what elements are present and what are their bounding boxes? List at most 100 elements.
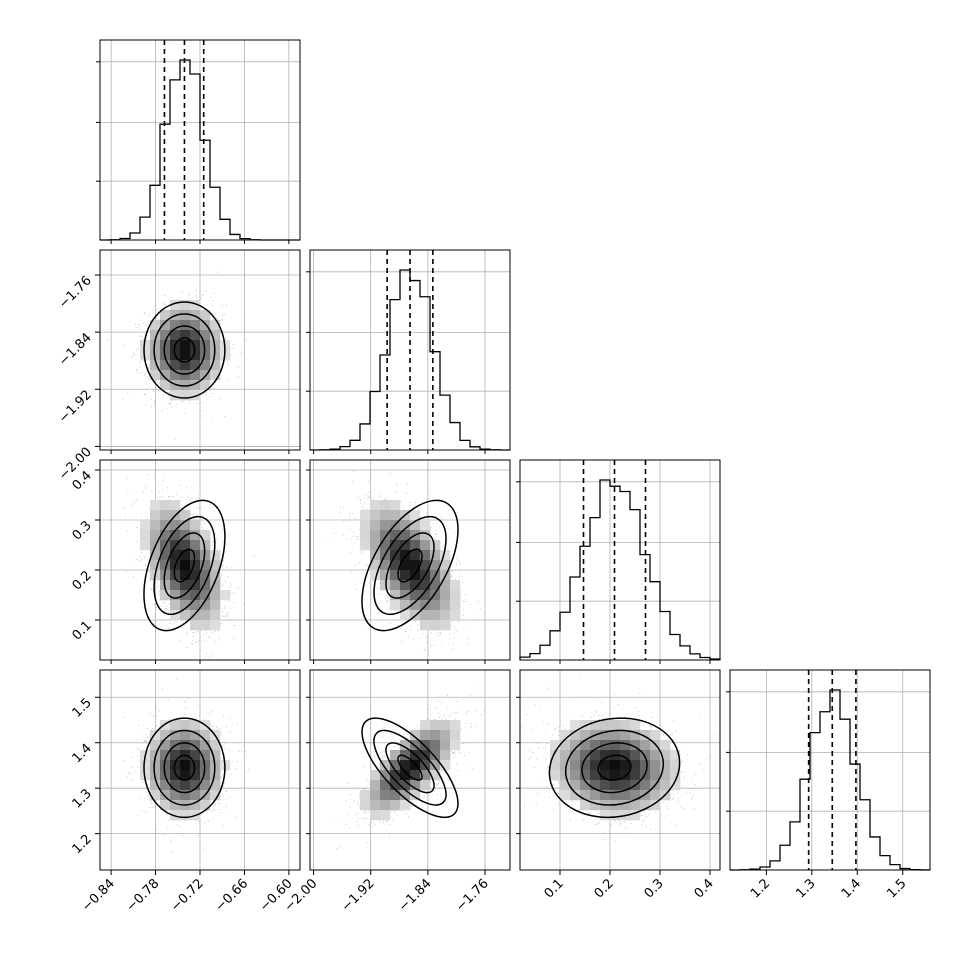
density-cell <box>180 580 191 591</box>
density-cell <box>430 750 441 761</box>
density-cell <box>620 760 631 771</box>
density-cell <box>200 610 211 621</box>
density-cell <box>190 780 201 791</box>
density-cell <box>400 580 411 591</box>
density-cell <box>410 790 421 801</box>
density-cell <box>600 730 611 741</box>
panel-content <box>520 670 720 870</box>
density-cell <box>140 760 151 771</box>
density-cell <box>440 600 451 611</box>
density-cell <box>150 530 161 541</box>
density-cell <box>570 770 581 781</box>
density-cell <box>200 340 211 351</box>
density-cell <box>610 810 621 821</box>
density-cell <box>390 580 401 591</box>
density-cell <box>400 530 411 541</box>
density-cell <box>170 600 181 611</box>
density-cell <box>370 770 381 781</box>
density-cell <box>630 760 641 771</box>
density-cell <box>190 360 201 371</box>
density-cell <box>370 810 381 821</box>
density-cell <box>430 560 441 571</box>
density-cell <box>190 310 201 321</box>
density-cell <box>450 720 461 731</box>
density-cell <box>650 750 661 761</box>
density-cell <box>450 580 461 591</box>
density-cell <box>180 520 191 531</box>
contour-level <box>153 729 216 806</box>
density-cell <box>590 770 601 781</box>
density-cell <box>380 540 391 551</box>
density-cell <box>180 790 191 801</box>
density-cell <box>200 560 211 571</box>
contour-level <box>163 532 206 599</box>
density-cell <box>400 560 411 571</box>
density-cell <box>420 540 431 551</box>
density-cell <box>640 760 651 771</box>
density-cell <box>370 790 381 801</box>
density-cell <box>170 500 181 511</box>
density-panel-1-2 <box>309 459 511 661</box>
density-cell <box>400 610 411 621</box>
density-cell <box>160 530 171 541</box>
x-tick-label: 0.3 <box>642 876 667 901</box>
density-cell <box>420 580 431 591</box>
density-cell <box>670 750 681 761</box>
x-tick-label: 0.4 <box>692 876 717 901</box>
density-cell <box>190 750 201 761</box>
density-cell <box>560 790 571 801</box>
density-cell <box>410 770 421 781</box>
density-cell <box>410 780 421 791</box>
density-cell <box>180 550 191 561</box>
density-cell <box>390 750 401 761</box>
density-cell <box>410 520 421 531</box>
y-tick-label: 1.3 <box>70 786 95 811</box>
density-cell <box>160 500 171 511</box>
density-cell <box>390 500 401 511</box>
x-tick-label: 1.4 <box>839 876 864 901</box>
density-cell <box>670 760 681 771</box>
density-cell <box>160 360 171 371</box>
contour-level <box>143 717 226 819</box>
density-cell <box>390 530 401 541</box>
density-cell <box>160 800 171 811</box>
y-tick-label: 1.2 <box>70 832 95 857</box>
density-cell <box>180 370 191 381</box>
contour-level <box>385 532 435 599</box>
density-cell <box>360 540 371 551</box>
density-cell <box>550 740 561 751</box>
density-cell <box>190 790 201 801</box>
density-cell <box>580 800 591 811</box>
x-tick-label: −1.92 <box>339 876 378 915</box>
density-cell <box>210 770 221 781</box>
density-cell <box>640 740 651 751</box>
contour-level <box>153 515 216 616</box>
density-cell <box>180 740 191 751</box>
density-cell <box>440 610 451 621</box>
density-cell <box>440 740 451 751</box>
y-tick-label: 1.4 <box>70 741 95 766</box>
density-cell <box>180 770 191 781</box>
density-cell <box>550 750 561 761</box>
contour-level <box>597 754 632 781</box>
density-cell <box>420 620 431 631</box>
density-cell <box>160 320 171 331</box>
density-cell <box>600 790 611 801</box>
density-cell <box>430 620 441 631</box>
contour-level <box>143 301 226 399</box>
contour-level <box>548 717 681 819</box>
density-cell <box>420 720 431 731</box>
density-cell <box>190 580 201 591</box>
density-cell <box>160 760 171 771</box>
density-cell <box>160 730 171 741</box>
density-cell <box>390 540 401 551</box>
density-cell <box>440 560 451 571</box>
density-cell <box>190 300 201 311</box>
y-tick-label: −1.84 <box>56 330 95 369</box>
density-cell <box>390 800 401 811</box>
density-cell <box>620 800 631 811</box>
density-cell <box>190 730 201 741</box>
density-cell <box>200 800 211 811</box>
density-cell <box>360 790 371 801</box>
density-cell <box>150 320 161 331</box>
